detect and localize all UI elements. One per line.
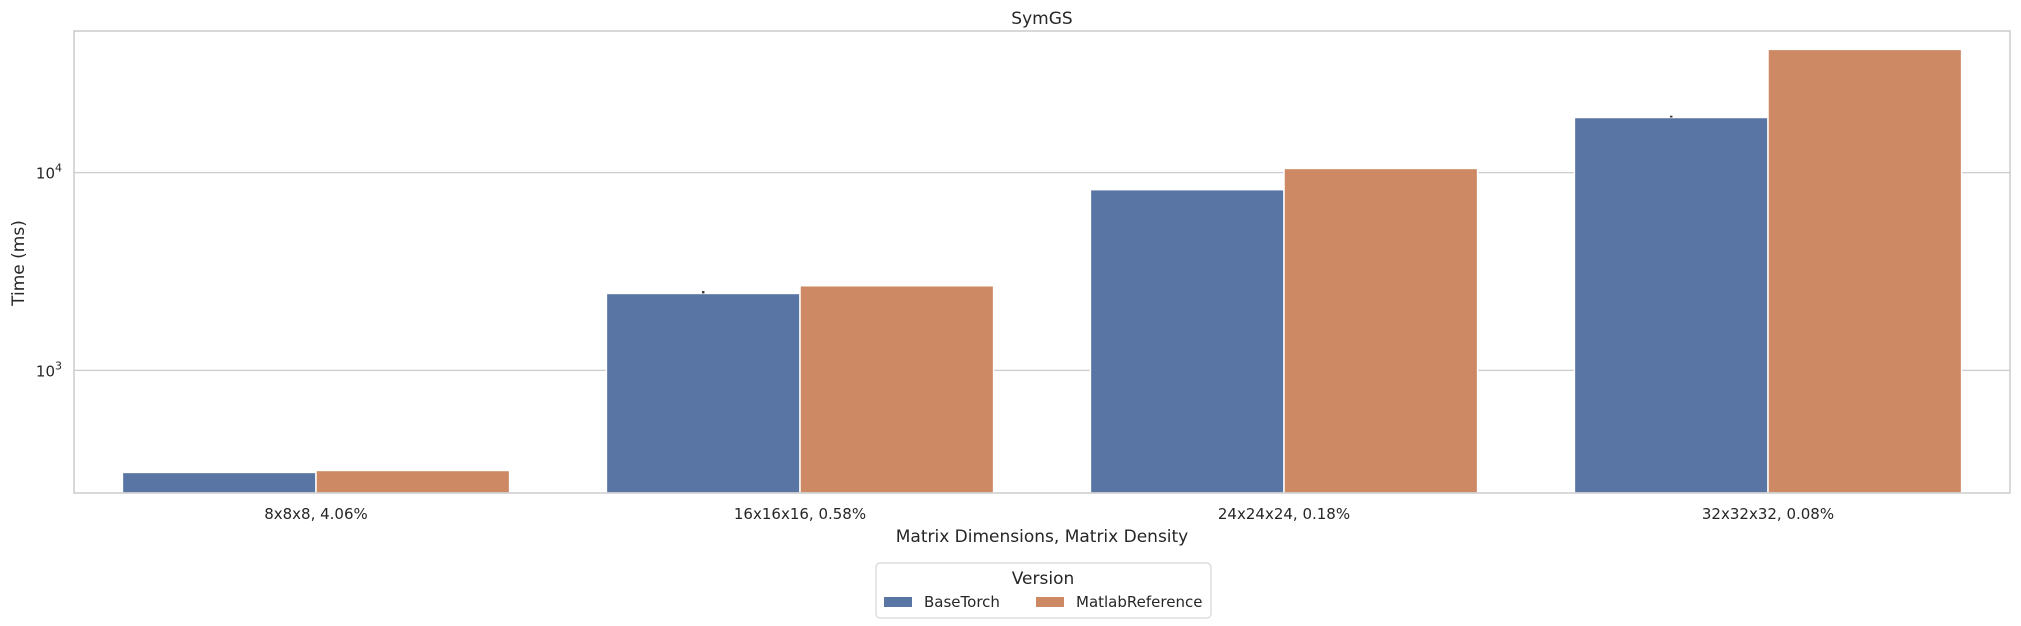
bar-matlabreference-0 — [315, 469, 511, 494]
x-tick-label-0: 8x8x8, 4.06% — [264, 505, 368, 523]
bar-basetorch-0 — [121, 471, 317, 494]
legend: Version BaseTorch MatlabReference — [875, 562, 1212, 619]
bar-matlabreference-3 — [1767, 48, 1963, 494]
y-tick-label-1: 104 — [36, 162, 62, 183]
plot-frame — [73, 30, 2011, 494]
legend-swatch-basetorch — [884, 597, 912, 607]
bars — [121, 48, 1963, 494]
bar-basetorch-2 — [1089, 188, 1285, 494]
x-tick-label-3: 32x32x32, 0.08% — [1702, 505, 1834, 523]
legend-label-matlabreference: MatlabReference — [1076, 593, 1202, 611]
x-axis-label: Matrix Dimensions, Matrix Density — [896, 527, 1189, 547]
bar-matlabreference-2 — [1283, 167, 1479, 494]
x-tick-label-1: 16x16x16, 0.58% — [734, 505, 866, 523]
legend-box — [875, 562, 1212, 619]
bar-basetorch-1 — [605, 292, 801, 494]
y-axis-label: Time (ms) — [9, 220, 29, 307]
bar-basetorch-3 — [1573, 116, 1769, 494]
bar-matlabreference-1 — [799, 284, 995, 494]
x-tick-label-2: 24x24x24, 0.18% — [1218, 505, 1350, 523]
axes: 103 104 8x8x8, 4.06% 16x16x16, 0.58% 24x24x2… — [36, 30, 2011, 523]
y-tick-label-0: 103 — [36, 359, 62, 380]
legend-title: Version — [1012, 569, 1075, 589]
chart-title: SymGS — [1011, 9, 1072, 29]
legend-swatch-matlabreference — [1036, 597, 1064, 607]
legend-label-basetorch: BaseTorch — [924, 593, 1000, 611]
